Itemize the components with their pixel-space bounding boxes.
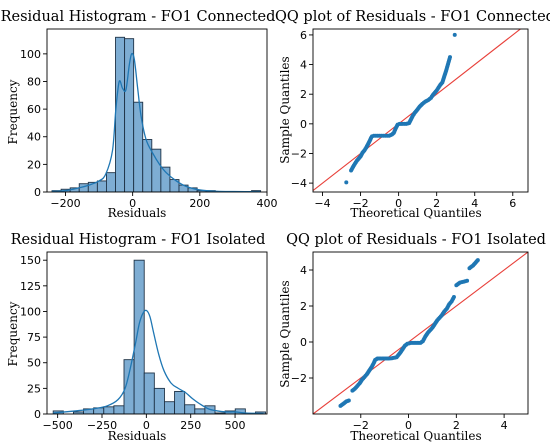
- x-tick-label: −2: [353, 419, 369, 432]
- y-tick-label: 2: [300, 300, 307, 313]
- axes-frame: [46, 28, 268, 193]
- histogram-bar: [103, 406, 115, 414]
- x-tick-label: 2: [433, 197, 440, 210]
- histogram-bar: [142, 139, 153, 192]
- qq-point: [451, 295, 456, 299]
- qq-point: [346, 398, 351, 403]
- data-layer: [51, 36, 262, 192]
- y-tick-label: 75: [27, 331, 41, 344]
- reference-line: [313, 252, 528, 414]
- panel-qq-isolated: QQ plot of Residuals - FO1 Isolated Theo…: [278, 232, 546, 443]
- y-tick-label: −2: [291, 147, 307, 160]
- y-axis-label: Sample Quantiles: [278, 56, 292, 163]
- plot-area: −500 −250 0 250 500 0 25 50 75 100 125 150: [20, 251, 268, 432]
- x-tick-label: 0: [129, 197, 136, 210]
- data-layer: [313, 29, 522, 191]
- y-tick-label: 100: [20, 48, 41, 61]
- x-axis-label: Theoretical Quantiles: [350, 429, 481, 443]
- y-tick-label: 125: [20, 280, 41, 293]
- x-tick-label: 0: [405, 419, 412, 432]
- x-tick-label: 0: [143, 419, 150, 432]
- histogram-bar: [143, 372, 155, 414]
- chart-title: QQ plot of Residuals - FO1 Connected: [275, 9, 550, 25]
- x-axis-label: Residuals: [108, 429, 167, 443]
- histogram-bar: [174, 390, 186, 414]
- y-tick-label: 150: [20, 254, 41, 267]
- plot-area: −2 0 2 4 −2 0 2 4: [291, 251, 529, 432]
- histogram-bar: [106, 172, 116, 192]
- data-layer: [52, 259, 267, 414]
- y-tick-label: 0: [300, 336, 307, 349]
- x-tick-label: 0: [395, 197, 402, 210]
- y-axis-label: Frequency: [6, 79, 20, 144]
- x-tick-label: 250: [180, 419, 201, 432]
- y-tick-label: 6: [300, 29, 307, 42]
- x-tick-label: 4: [471, 197, 478, 210]
- axes-frame: [312, 28, 529, 193]
- y-tick-label: 4: [300, 59, 307, 72]
- chart-title: Residual Histogram - FO1 Isolated: [11, 232, 266, 248]
- x-tick-label: 6: [509, 197, 516, 210]
- y-tick-label: 100: [20, 305, 41, 318]
- histogram-bar: [124, 38, 135, 192]
- x-tick-label: 400: [257, 197, 278, 210]
- plot-area: −4 −2 0 2 4 6 −4 −2 0 2 4 6: [291, 28, 529, 210]
- y-tick-label: 20: [27, 158, 41, 171]
- x-tick-label: −500: [43, 419, 73, 432]
- x-tick-label: −4: [314, 197, 330, 210]
- kde-curve: [52, 52, 261, 192]
- x-tick-label: 200: [189, 197, 210, 210]
- plot-area: −200 0 200 400 0 20 40 60 80 100: [20, 28, 278, 210]
- panel-hist-connected: Residual Histogram - FO1 Connected Resid…: [1, 9, 278, 220]
- y-axis-label: Frequency: [6, 301, 20, 366]
- x-tick-label: −2: [352, 197, 368, 210]
- y-tick-label: 60: [27, 103, 41, 116]
- histogram-bar: [151, 148, 162, 192]
- y-tick-label: 0: [34, 408, 41, 421]
- histogram-bar: [113, 405, 125, 414]
- y-axis-label: Sample Quantiles: [278, 280, 292, 387]
- qq-point: [452, 32, 457, 37]
- x-tick-label: −200: [50, 197, 80, 210]
- qq-point: [447, 55, 452, 60]
- qq-point: [475, 258, 480, 263]
- y-tick-label: −2: [291, 372, 307, 385]
- data-layer: [313, 252, 528, 414]
- y-tick-label: 25: [27, 382, 41, 395]
- histogram-bar: [96, 180, 107, 192]
- y-tick-label: 4: [300, 264, 307, 277]
- x-tick-label: −250: [87, 419, 117, 432]
- y-tick-label: 0: [34, 186, 41, 199]
- y-tick-label: 80: [27, 75, 41, 88]
- x-axis-label: Residuals: [108, 206, 167, 220]
- chart-title: Residual Histogram - FO1 Connected: [1, 9, 276, 25]
- axes-frame: [46, 251, 268, 415]
- x-tick-label: 500: [225, 419, 246, 432]
- axes-frame: [312, 251, 529, 415]
- x-axis-label: Theoretical Quantiles: [350, 206, 481, 220]
- histogram-bar: [194, 408, 206, 414]
- panel-qq-connected: QQ plot of Residuals - FO1 Connected The…: [275, 9, 550, 220]
- kde-curve: [53, 309, 264, 414]
- x-tick-label: 2: [453, 419, 460, 432]
- histogram-bar: [153, 387, 165, 414]
- qq-point: [344, 180, 349, 185]
- histogram-bar: [184, 404, 196, 414]
- y-tick-label: −4: [291, 177, 307, 190]
- x-tick-label: 4: [501, 419, 508, 432]
- y-tick-label: 50: [27, 357, 41, 370]
- qq-point: [465, 278, 470, 283]
- chart-title: QQ plot of Residuals - FO1 Isolated: [286, 232, 546, 248]
- histogram-bar: [115, 36, 126, 192]
- histogram-bar: [133, 259, 145, 414]
- y-tick-label: 0: [300, 118, 307, 131]
- y-tick-label: 40: [27, 131, 41, 144]
- panel-hist-isolated: Residual Histogram - FO1 Isolated Residu…: [6, 232, 268, 443]
- y-tick-label: 2: [300, 88, 307, 101]
- histogram-bar: [164, 401, 176, 414]
